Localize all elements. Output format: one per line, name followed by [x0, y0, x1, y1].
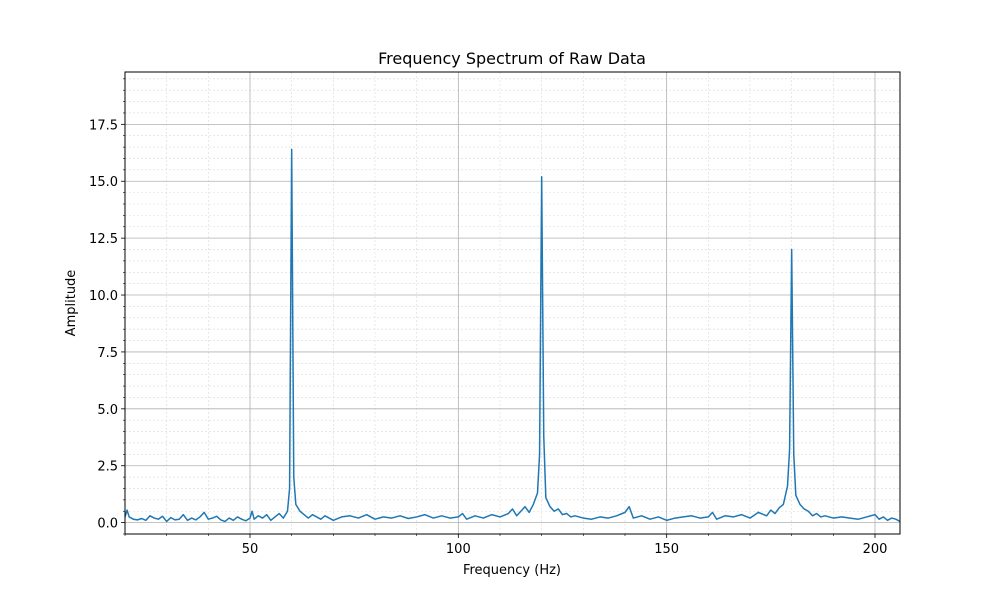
- spectrum-line: [124, 148, 901, 523]
- minor-grid: [124, 72, 900, 535]
- y-tick-label: 5.0: [97, 403, 118, 418]
- y-tick-label: 12.5: [89, 232, 118, 247]
- y-tick-label: 0.0: [97, 517, 118, 532]
- y-tick-label: 15.0: [89, 175, 118, 190]
- series-layer: [124, 148, 901, 523]
- y-tick-label: 10.0: [89, 289, 118, 304]
- x-tick-label: 100: [446, 542, 471, 557]
- y-axis-label: Amplitude: [64, 270, 79, 337]
- x-axis-ticks: 50 100 150 200: [124, 534, 888, 557]
- axes-frame: [124, 71, 901, 535]
- y-tick-label: 2.5: [97, 460, 118, 475]
- y-axis-ticks: 0.0 2.5 5.0 7.5 10.0 12.5 15.0 17.5: [89, 78, 125, 535]
- chart-title: Frequency Spectrum of Raw Data: [378, 49, 646, 68]
- x-axis-label: Frequency (Hz): [463, 563, 561, 578]
- x-tick-label: 200: [863, 542, 888, 557]
- major-grid: [125, 72, 900, 534]
- y-tick-label: 7.5: [97, 346, 118, 361]
- x-tick-label: 150: [654, 542, 679, 557]
- x-tick-label: 50: [242, 542, 259, 557]
- y-tick-label: 17.5: [89, 118, 118, 133]
